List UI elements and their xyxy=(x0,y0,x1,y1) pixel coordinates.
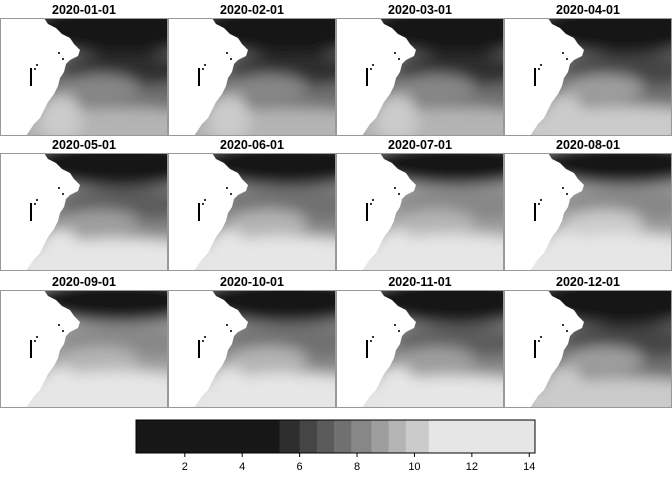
colorbar-tick-label: 2 xyxy=(182,461,188,473)
map-panel xyxy=(504,290,672,408)
panel-title: 2020-04-01 xyxy=(556,3,620,17)
colorbar-bin xyxy=(136,420,280,453)
map-panel xyxy=(336,153,504,271)
panel-title: 2020-12-01 xyxy=(556,275,620,289)
map-panel xyxy=(0,290,168,408)
colorbar-tick-label: 8 xyxy=(354,461,360,473)
map-panel xyxy=(504,153,672,271)
panel-title: 2020-11-01 xyxy=(388,275,451,289)
colorbar-bin xyxy=(351,420,372,453)
colorbar-bin xyxy=(334,420,352,453)
map-panel xyxy=(336,290,504,408)
panel-title: 2020-06-01 xyxy=(220,138,284,152)
colorbar-bin xyxy=(279,420,301,453)
map-panel xyxy=(0,153,168,271)
panel-title: 2020-08-01 xyxy=(556,138,620,152)
colorbar-tick-label: 12 xyxy=(466,461,478,473)
map-panel xyxy=(0,18,168,136)
panel-title: 2020-01-01 xyxy=(52,3,116,17)
colorbar: 2 4 6 8 10 12 14 xyxy=(135,419,536,473)
panel-title: 2020-07-01 xyxy=(388,138,452,152)
colorbar-bin xyxy=(388,420,407,453)
panel-title: 2020-05-01 xyxy=(52,138,116,152)
colorbar-tick-label: 10 xyxy=(408,461,420,473)
map-panel xyxy=(168,153,336,271)
map-panel xyxy=(336,18,504,136)
panel-title: 2020-10-01 xyxy=(220,275,284,289)
colorbar-bin xyxy=(371,420,390,453)
colorbar-bin xyxy=(405,420,430,453)
panel-title: 2020-09-01 xyxy=(52,275,116,289)
panel-title: 2020-02-01 xyxy=(220,3,284,17)
colorbar-frame xyxy=(135,419,536,454)
colorbar-bin xyxy=(316,420,335,453)
colorbar-bin xyxy=(428,420,536,453)
panel-grid: 2020-01-01 2020-02-01 2020-03-01 2020-04-01… xyxy=(0,3,672,408)
map-panel xyxy=(168,290,336,408)
panel-title: 2020-03-01 xyxy=(388,3,452,17)
colorbar-tick-label: 6 xyxy=(297,461,303,473)
map-panel xyxy=(504,18,672,136)
colorbar-tick-label: 4 xyxy=(239,461,245,473)
map-panel xyxy=(168,18,336,136)
colorbar-bin xyxy=(299,420,318,453)
colorbar-tick-label: 14 xyxy=(523,461,535,473)
